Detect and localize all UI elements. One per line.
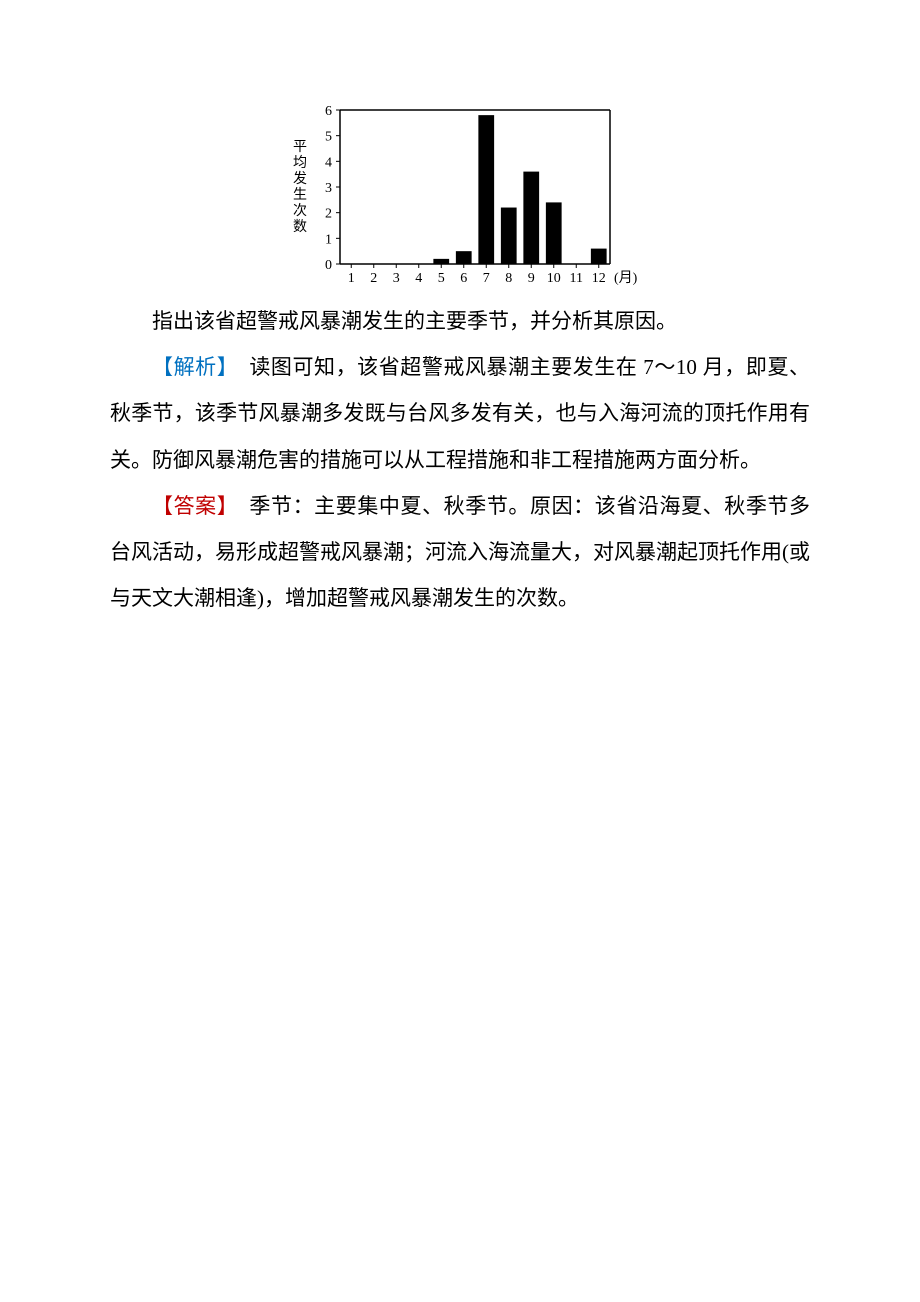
answer-paragraph: 【答案】 季节：主要集中夏、秋季节。原因：该省沿海夏、秋季节多台风活动，易形成超… xyxy=(110,483,810,622)
svg-text:2: 2 xyxy=(325,207,332,222)
svg-text:发: 发 xyxy=(293,171,307,187)
analysis-label: 【解析】 xyxy=(152,355,228,379)
svg-text:1: 1 xyxy=(325,232,332,247)
svg-text:6: 6 xyxy=(325,104,332,119)
svg-text:均: 均 xyxy=(293,155,307,171)
svg-text:数: 数 xyxy=(293,219,307,235)
question-text: 指出该省超警戒风暴潮发生的主要季节，并分析其原因。 xyxy=(152,309,677,333)
chart-container: 0123456123456789101112(月)平均发生次数 xyxy=(110,100,810,290)
svg-text:4: 4 xyxy=(325,155,332,170)
svg-text:11: 11 xyxy=(570,271,583,286)
svg-text:9: 9 xyxy=(528,271,535,286)
svg-text:生: 生 xyxy=(293,187,307,203)
svg-text:0: 0 xyxy=(325,258,332,273)
svg-text:12: 12 xyxy=(592,271,606,286)
svg-text:(月): (月) xyxy=(614,270,638,286)
storm-frequency-chart: 0123456123456789101112(月)平均发生次数 xyxy=(280,100,640,290)
svg-text:8: 8 xyxy=(505,271,512,286)
answer-label: 【答案】 xyxy=(152,494,228,518)
svg-text:次: 次 xyxy=(293,203,307,219)
svg-text:2: 2 xyxy=(370,271,377,286)
analysis-paragraph: 【解析】 读图可知，该省超警戒风暴潮主要发生在 7～10 月，即夏、秋季节，该季… xyxy=(110,344,810,483)
svg-text:10: 10 xyxy=(547,271,561,286)
question-paragraph: 指出该省超警戒风暴潮发生的主要季节，并分析其原因。 xyxy=(110,298,810,344)
svg-text:6: 6 xyxy=(460,271,467,286)
svg-text:4: 4 xyxy=(415,271,422,286)
svg-text:5: 5 xyxy=(325,130,332,145)
svg-text:5: 5 xyxy=(438,271,445,286)
svg-text:3: 3 xyxy=(325,181,332,196)
svg-text:3: 3 xyxy=(393,271,400,286)
svg-text:1: 1 xyxy=(348,271,355,286)
svg-text:7: 7 xyxy=(483,271,490,286)
svg-text:平: 平 xyxy=(293,140,307,155)
